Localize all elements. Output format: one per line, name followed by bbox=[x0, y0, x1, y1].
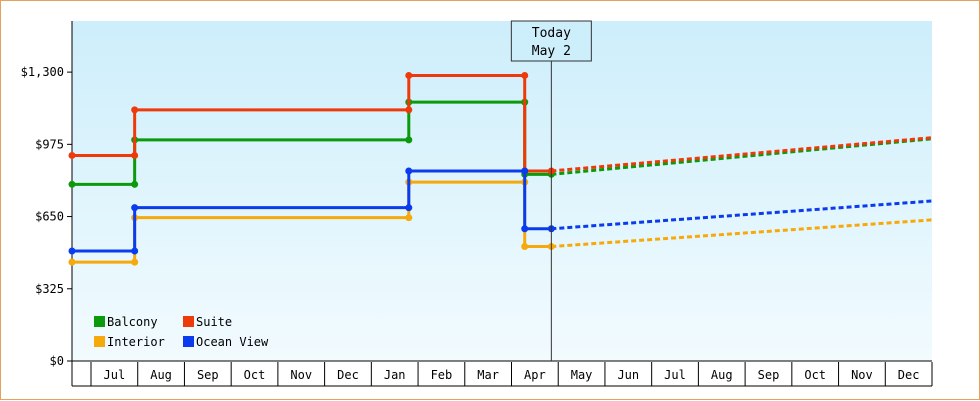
x-tick-label: Oct bbox=[804, 368, 826, 382]
x-tick-label: Dec bbox=[898, 368, 920, 382]
x-tick-label: May bbox=[571, 368, 593, 382]
legend-swatch-interior bbox=[94, 336, 105, 347]
data-point bbox=[521, 167, 529, 175]
y-tick-label: $975 bbox=[35, 137, 64, 151]
data-point bbox=[405, 71, 413, 79]
legend-label-ocean-view: Ocean View bbox=[196, 335, 269, 349]
x-tick-label: Nov bbox=[290, 368, 312, 382]
x-tick-label: Jul bbox=[664, 368, 686, 382]
data-point bbox=[405, 136, 413, 144]
legend-swatch-ocean-view bbox=[183, 336, 194, 347]
legend-label-balcony: Balcony bbox=[107, 315, 158, 329]
series-line-ocean-view bbox=[72, 169, 552, 253]
data-point bbox=[521, 243, 529, 251]
data-point bbox=[131, 151, 139, 159]
data-point bbox=[131, 106, 139, 114]
x-tick-label: Feb bbox=[431, 368, 453, 382]
x-tick-label: Apr bbox=[524, 368, 546, 382]
today-marker: Today May 2 bbox=[510, 20, 592, 361]
data-point bbox=[68, 151, 76, 159]
series-layer bbox=[68, 71, 933, 266]
x-tick-label: Mar bbox=[477, 368, 499, 382]
x-tick-label: Aug bbox=[150, 368, 172, 382]
data-point bbox=[131, 247, 139, 255]
legend-swatch-suite bbox=[183, 316, 194, 327]
series-line-suite bbox=[72, 73, 552, 173]
y-tick-label: $0 bbox=[50, 354, 64, 368]
data-point bbox=[521, 225, 529, 233]
today-box bbox=[510, 20, 592, 62]
y-tick-label: $1,300 bbox=[21, 65, 64, 79]
x-tick-label: Dec bbox=[337, 368, 359, 382]
x-tick-label: Jul bbox=[104, 368, 126, 382]
plot-area bbox=[72, 21, 932, 361]
today-date-label: May 2 bbox=[532, 44, 571, 59]
x-tick-label: Jan bbox=[384, 368, 406, 382]
axes: $0 $325 $650 $975 $1,300 Jul Aug Sep Oct Nov Dec Ja… bbox=[21, 21, 933, 387]
series-ocean-view bbox=[68, 167, 933, 255]
x-tick-label: Jun bbox=[617, 368, 639, 382]
y-tick-label: $650 bbox=[35, 210, 64, 224]
x-tick-label: Sep bbox=[758, 368, 780, 382]
data-point bbox=[131, 180, 139, 188]
data-point bbox=[405, 214, 413, 222]
legend-label-suite: Suite bbox=[196, 315, 232, 329]
data-point bbox=[68, 247, 76, 255]
today-label: Today bbox=[532, 26, 571, 41]
data-point bbox=[405, 167, 413, 175]
data-point bbox=[68, 258, 76, 266]
data-point bbox=[131, 204, 139, 212]
x-tick-label: Nov bbox=[851, 368, 873, 382]
x-tick-label: Oct bbox=[244, 368, 266, 382]
data-point bbox=[68, 180, 76, 188]
data-point bbox=[521, 71, 529, 79]
legend: Balcony Suite Interior Ocean View bbox=[94, 315, 269, 349]
data-point bbox=[131, 258, 139, 266]
data-point bbox=[405, 106, 413, 114]
x-tick-label: Sep bbox=[197, 368, 219, 382]
x-tick-label: Aug bbox=[711, 368, 733, 382]
legend-label-interior: Interior bbox=[107, 335, 165, 349]
y-tick-label: $325 bbox=[35, 282, 64, 296]
legend-swatch-balcony bbox=[94, 316, 105, 327]
data-point bbox=[405, 204, 413, 212]
